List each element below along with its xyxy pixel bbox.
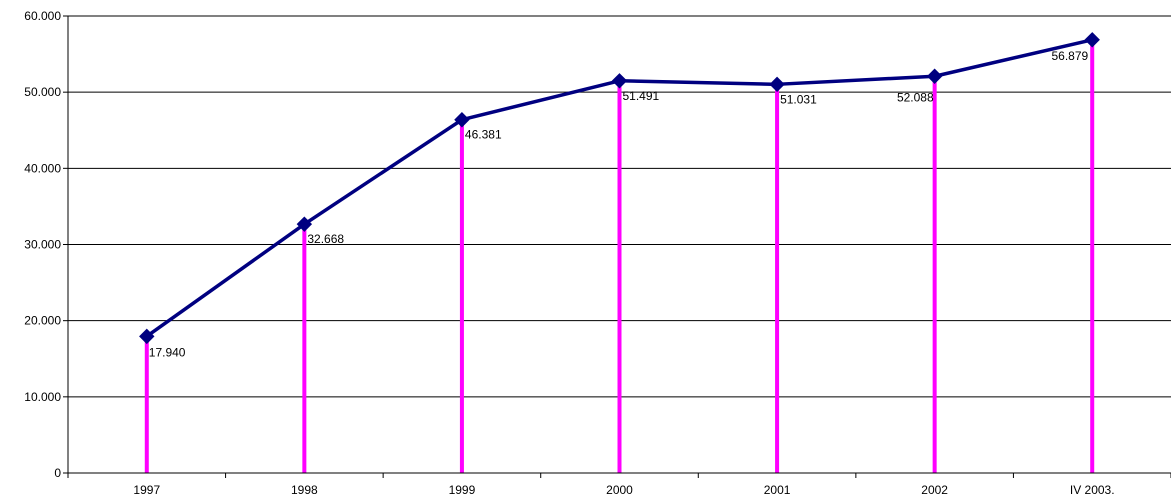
data-point-marker: [926, 68, 943, 84]
data-label: 52.088: [897, 90, 934, 104]
data-point-marker: [769, 76, 785, 93]
data-point-marker: [1084, 32, 1100, 48]
x-tick-label: 1998: [291, 483, 318, 497]
data-point-marker: [454, 112, 470, 128]
axes: 0 10.000 20.000 30.000 40.000 50.000 60.000 199…: [24, 9, 1171, 497]
data-label: 17.940: [149, 345, 186, 359]
labels: 17.940 32.668 46.381 51.491 51.031 52.088 56.8…: [149, 49, 1089, 360]
data-label: 46.381: [465, 128, 502, 142]
y-tick-label: 10.000: [24, 390, 61, 404]
y-tick-label: 20.000: [24, 314, 61, 328]
x-tick-label: 2000: [606, 483, 633, 497]
data-point-marker: [296, 216, 313, 232]
data-label: 51.491: [623, 89, 660, 103]
x-tick-label: 1997: [133, 483, 160, 497]
drop-lines: [144, 39, 1095, 473]
x-tick-label: IV 2003.: [1070, 483, 1115, 497]
data-point-marker: [139, 328, 155, 345]
data-label: 56.879: [1052, 49, 1089, 63]
x-tick-label: 1999: [449, 483, 476, 497]
y-tick-label: 40.000: [24, 161, 61, 175]
x-tick-label: 2002: [921, 483, 948, 497]
data-label: 32.668: [307, 232, 344, 246]
x-tick-label: 2001: [764, 483, 791, 497]
data-label: 51.031: [780, 92, 817, 106]
y-tick-label: 50.000: [24, 85, 61, 99]
y-tick-label: 0: [54, 466, 61, 480]
data-point-marker: [611, 73, 628, 89]
y-tick-label: 60.000: [24, 9, 61, 23]
y-tick-label: 30.000: [24, 238, 61, 252]
data-points: [139, 32, 1100, 345]
